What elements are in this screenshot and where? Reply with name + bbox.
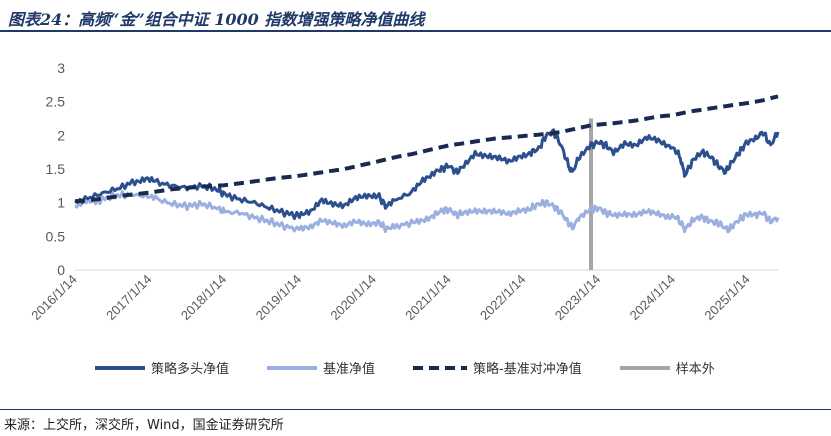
chart-legend: 策略多头净值 基准净值 策略-基准对冲净值 样本外 — [95, 358, 753, 377]
x-tick-label: 2024/1/14 — [627, 272, 679, 324]
legend-swatch-benchmark — [267, 365, 318, 370]
x-tick-label: 2017/1/14 — [103, 272, 155, 324]
y-tick-label: 1.5 — [46, 161, 66, 177]
legend-label-strategy: 策略多头净值 — [151, 362, 230, 377]
x-tick-label: 2021/1/14 — [402, 272, 454, 324]
figure-title: 图表24：高频“金”组合中证 1000 指数增强策略净值曲线 — [8, 10, 425, 29]
x-tick-label: 2018/1/14 — [178, 272, 230, 324]
source-note: 来源：上交所，深交所，Wind，国金证券研究所 — [4, 418, 284, 433]
x-tick-label: 2025/1/14 — [701, 272, 753, 324]
y-tick-label: 2.5 — [46, 94, 66, 110]
title-divider — [0, 30, 831, 32]
line-chart: 0 0.5 1 1.5 2 2.5 3 2016/1/14 2017/1/14 2018/1/1… — [28, 60, 780, 324]
legend-item-out-of-sample: 样本外 — [619, 358, 715, 377]
legend-item-benchmark: 基准净值 — [267, 358, 375, 377]
x-tick-label: 2016/1/14 — [28, 272, 80, 324]
series-lines — [74, 94, 780, 234]
legend-label-benchmark: 基准净值 — [323, 362, 376, 377]
x-tick-label: 2020/1/14 — [327, 272, 379, 324]
strategy-line — [74, 128, 780, 221]
y-tick-label: 0.5 — [46, 228, 66, 244]
legend-swatch-strategy — [95, 365, 145, 370]
x-tick-label: 2022/1/14 — [477, 272, 529, 324]
legend-label-out-of-sample: 样本外 — [675, 362, 715, 377]
out-of-sample-marker — [589, 118, 594, 270]
legend-item-hedge: 策略-基准对冲净值 — [413, 358, 582, 377]
y-tick-label: 1 — [57, 195, 65, 211]
source-divider — [0, 409, 831, 410]
legend-label-hedge: 策略-基准对冲净值 — [473, 362, 582, 377]
y-tick-label: 2 — [57, 127, 65, 143]
y-tick-label: 3 — [57, 60, 65, 76]
x-axis-ticks: 2016/1/14 2017/1/14 2018/1/14 2019/1/14 2020… — [28, 272, 753, 324]
x-tick-label: 2019/1/14 — [253, 272, 305, 324]
legend-swatch-out-of-sample — [619, 365, 670, 370]
y-tick-label: 0 — [57, 262, 65, 278]
legend-swatch-hedge — [413, 365, 468, 370]
y-axis-ticks: 0 0.5 1 1.5 2 2.5 3 — [46, 60, 66, 278]
benchmark-line — [74, 190, 780, 234]
hedge-line — [74, 94, 779, 204]
x-tick-label: 2023/1/14 — [552, 272, 604, 324]
legend-item-strategy: 策略多头净值 — [95, 358, 229, 377]
